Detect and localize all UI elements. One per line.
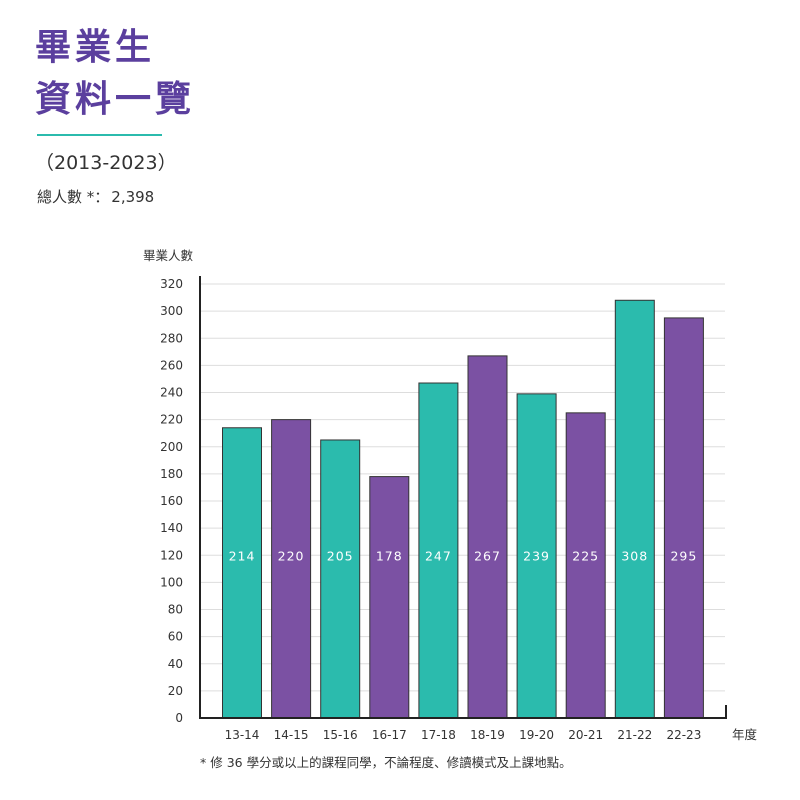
total-count-label: 總人數 *： — [37, 188, 110, 206]
y-tick-label: 0 — [175, 711, 183, 725]
bar-value-label: 267 — [474, 548, 501, 563]
x-tick-label: 19-20 — [519, 728, 554, 742]
y-tick-label: 300 — [160, 304, 183, 318]
bar-18-19 — [467, 355, 508, 719]
bar-13-14 — [222, 427, 262, 719]
y-tick-label: 80 — [168, 603, 183, 617]
bar-16-17 — [369, 476, 410, 719]
bar-value-label: 239 — [523, 548, 550, 563]
y-axis-title: 畢業人數 — [143, 248, 194, 263]
period-range: （2013-2023） — [35, 152, 177, 174]
x-tick-label: 18-19 — [470, 728, 505, 742]
y-tick-label: 160 — [160, 494, 183, 508]
bar-value-label: 225 — [572, 548, 599, 563]
y-tick-label: 120 — [160, 548, 183, 562]
y-tick-label: 40 — [168, 657, 183, 671]
bar-value-label: 220 — [278, 548, 305, 563]
y-tick-label: 220 — [160, 413, 183, 427]
bar-value-label: 214 — [229, 548, 256, 563]
y-tick-label: 320 — [160, 277, 183, 291]
x-axis-title: 年度 — [732, 727, 758, 742]
x-tick-label: 22-23 — [666, 728, 701, 742]
bar-value-label: 295 — [670, 548, 697, 563]
y-tick-label: 280 — [160, 331, 183, 345]
y-tick-label: 240 — [160, 386, 183, 400]
footnote: * 修 36 學分或以上的課程同學，不論程度、修讀模式及上課地點。 — [200, 755, 572, 770]
total-count: 總人數 *： 2,398 — [37, 186, 154, 207]
x-tick-label: 16-17 — [372, 728, 407, 742]
x-tick-label: 20-21 — [568, 728, 603, 742]
axes: 0 20 40 60 80 100 120 140 160 180 200 220 240 260 280 3… — [160, 276, 727, 742]
page-title-line-1: 畢業生 — [35, 27, 156, 68]
bar-value-label: 247 — [425, 548, 452, 563]
bar-21-22 — [614, 299, 655, 719]
y-tick-label: 180 — [160, 467, 183, 481]
bar-22-23 — [663, 317, 704, 719]
y-tick-label: 200 — [160, 440, 183, 454]
x-tick-label: 13-14 — [225, 728, 260, 742]
y-tick-label: 60 — [168, 630, 183, 644]
x-tick-label: 15-16 — [323, 728, 358, 742]
bar-15-16 — [320, 439, 361, 719]
y-tick-label: 20 — [168, 684, 183, 698]
bar-20-21 — [565, 412, 606, 719]
x-tick-label: 14-15 — [274, 728, 309, 742]
title-divider — [37, 134, 162, 136]
y-tick-label: 260 — [160, 358, 183, 372]
x-tick-label: 17-18 — [421, 728, 456, 742]
y-tick-label: 100 — [160, 575, 183, 589]
bar-value-label: 178 — [376, 548, 403, 563]
bar-19-20 — [516, 393, 557, 719]
bar-value-label: 205 — [327, 548, 354, 563]
y-tick-label: 140 — [160, 521, 183, 535]
bar-value-label: 308 — [621, 548, 648, 563]
total-count-value: 2,398 — [111, 188, 155, 206]
bar-17-18 — [418, 382, 459, 719]
page-title-line-2: 資料一覽 — [35, 79, 196, 120]
bar-14-15 — [271, 419, 312, 719]
bars: 214 220 205 178 247 267 239 225 308 295 — [222, 299, 704, 719]
x-tick-label: 21-22 — [617, 728, 652, 742]
